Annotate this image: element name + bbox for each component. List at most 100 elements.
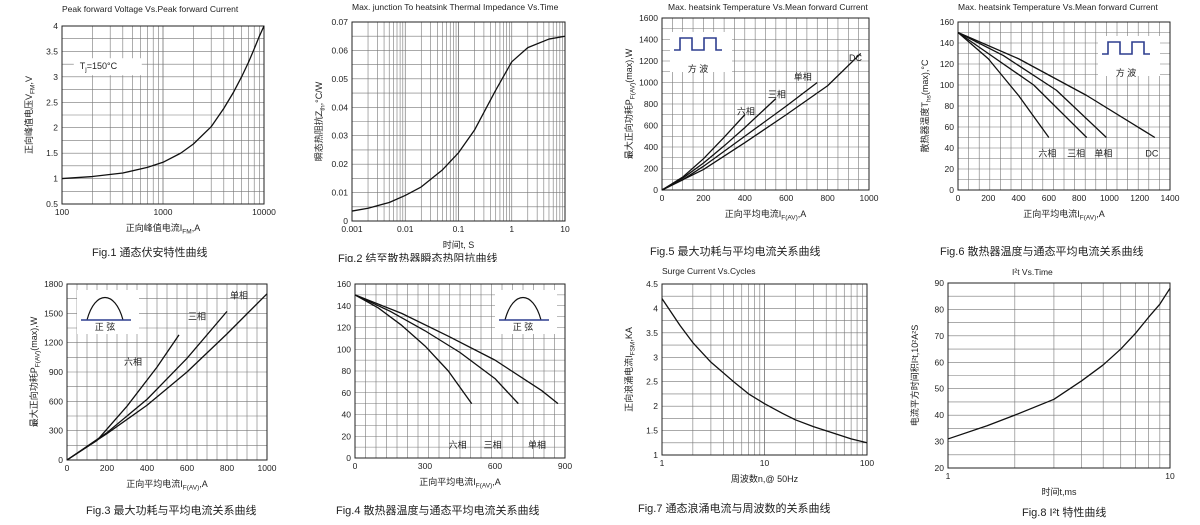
series-label: 三相 [768,88,786,99]
series-line [354,294,473,405]
series-label: 单相 [230,290,248,301]
chart-title: I²t Vs.Time [1012,267,1053,277]
y-tick-label: 600 [644,121,658,131]
y-tick-label: 70 [935,331,945,341]
y-tick-label: 60 [945,122,955,132]
x-tick-label: 200 [100,463,114,473]
plot-frame [661,283,868,456]
chart-svg: 100 1000 10000 0.5 1 1.5 2 2.5 3 3.5 4 Peak forward… [23,4,276,259]
series-line [957,31,1107,138]
y-tick-label: 1.5 [46,148,58,158]
chart-svg: 0 200 400 600 800 1000 0 300 600 900 1200 1500 1800 正… [28,279,277,517]
y-tick-label: 2.5 [46,97,58,107]
y-tick-label: 0 [653,185,658,195]
x-tick-label: 300 [418,461,432,471]
y-tick-label: 3.5 [646,328,658,338]
series-line [661,298,868,444]
x-tick-label: 0 [956,193,961,203]
series-label: 六相 [737,106,755,117]
y-axis-label: 瞬态热阻抗Zth,°C/W [313,81,327,161]
series-line [957,32,1050,138]
series-label: 三相 [484,439,502,450]
square-wave-inset: 方 波 [670,32,732,74]
y-tick-label: 1600 [639,13,658,23]
y-tick-label: 800 [644,99,658,109]
x-tick-label: 200 [696,193,710,203]
series-line [354,294,559,405]
x-tick-label: 10000 [252,207,276,217]
y-tick-label: 40 [342,410,352,420]
series-label: DC [849,53,862,63]
chart-annotation: Tj=150°C [80,61,118,74]
x-tick-label: 1200 [1130,193,1149,203]
y-tick-label: 50 [935,384,945,394]
y-tick-label: 1200 [44,338,63,348]
y-tick-label: 2.5 [646,377,658,387]
chart-grid [947,282,1171,469]
series-line [351,35,566,212]
chart-panel-fig2: 0.001 0.01 0.1 1 10 0 0.01 0.02 0.03 0.04 0.05 0.06… [300,0,600,265]
x-tick-label: 200 [981,193,995,203]
series-line [66,334,180,461]
series-line [947,287,1171,440]
y-tick-label: 4 [653,303,658,313]
x-tick-label: 900 [558,461,572,471]
y-tick-label: 20 [935,463,945,473]
y-tick-label: 0.05 [331,74,348,84]
figure-caption: Fig.2 结至散热器瞬态热阻抗曲线 [338,251,498,262]
x-axis-label: 正向平均电流IF(AV),A [725,208,807,222]
y-tick-label: 80 [342,366,352,376]
y-tick-label: 3 [653,352,658,362]
x-tick-label: 10 [560,224,570,234]
y-tick-label: 1500 [44,308,63,318]
y-tick-label: 0.07 [331,17,348,27]
plot-frame [957,21,1171,191]
x-tick-label: 1 [660,458,665,468]
y-tick-label: 4 [53,21,58,31]
x-tick-label: 1400 [1161,193,1180,203]
x-tick-label: 400 [1011,193,1025,203]
y-tick-label: 400 [644,142,658,152]
chart-panel-fig4: 0 300 600 900 0 20 40 60 80 100 120 140 160 正向平均电流IF(… [300,262,600,520]
y-tick-label: 160 [337,279,351,289]
y-tick-label: 60 [935,357,945,367]
x-tick-label: 800 [1072,193,1086,203]
series-label: 单相 [794,71,812,82]
x-tick-label: 0 [353,461,358,471]
y-tick-label: 40 [935,410,945,420]
x-tick-label: 1000 [154,207,173,217]
y-tick-label: 120 [337,323,351,333]
series-label: 单相 [1094,147,1112,158]
chart-svg: 0 300 600 900 0 20 40 60 80 100 120 140 160 正向平均电流IF(… [336,279,572,517]
y-tick-label: 0.04 [331,102,348,112]
x-tick-label: 10 [1165,471,1175,481]
square-wave-inset: 方 波 [1098,36,1160,78]
figure-caption: Fig.4 散热器温度与通态平均电流关系曲线 [336,503,540,517]
chart-title: Max. junction To heatsink Thermal Impeda… [352,2,559,12]
sine-wave-inset: 正 弦 [495,290,557,334]
chart-panel-fig1: 100 1000 10000 0.5 1 1.5 2 2.5 3 3.5 4 Peak forward… [0,0,300,262]
y-tick-label: 0.06 [331,45,348,55]
x-tick-label: 1000 [1100,193,1119,203]
x-tick-label: 800 [821,193,835,203]
y-tick-label: 1 [653,450,658,460]
series-line [66,293,268,461]
y-tick-label: 1200 [639,56,658,66]
y-tick-label: 1800 [44,279,63,289]
figure-caption: Fig.3 最大功耗与平均电流关系曲线 [86,503,257,517]
chart-panel-fig3: 0 200 400 600 800 1000 0 300 600 900 1200 1500 1800 正… [0,262,300,520]
x-tick-label: 600 [488,461,502,471]
x-tick-label: 600 [1042,193,1056,203]
y-tick-label: 0.5 [46,199,58,209]
y-tick-label: 120 [940,59,954,69]
x-axis-label: 时间t, S [443,239,475,250]
y-tick-label: 1.5 [646,426,658,436]
y-tick-label: 160 [940,17,954,27]
inset-label: 方 波 [1116,67,1137,78]
x-axis-label: 正向平均电流IF(AV),A [126,478,208,492]
x-tick-label: 0 [660,193,665,203]
chart-svg: 0.001 0.01 0.1 1 10 0 0.01 0.02 0.03 0.04 0.05 0.06… [313,2,570,265]
x-tick-label: 1 [946,471,951,481]
x-tick-label: 1 [509,224,514,234]
